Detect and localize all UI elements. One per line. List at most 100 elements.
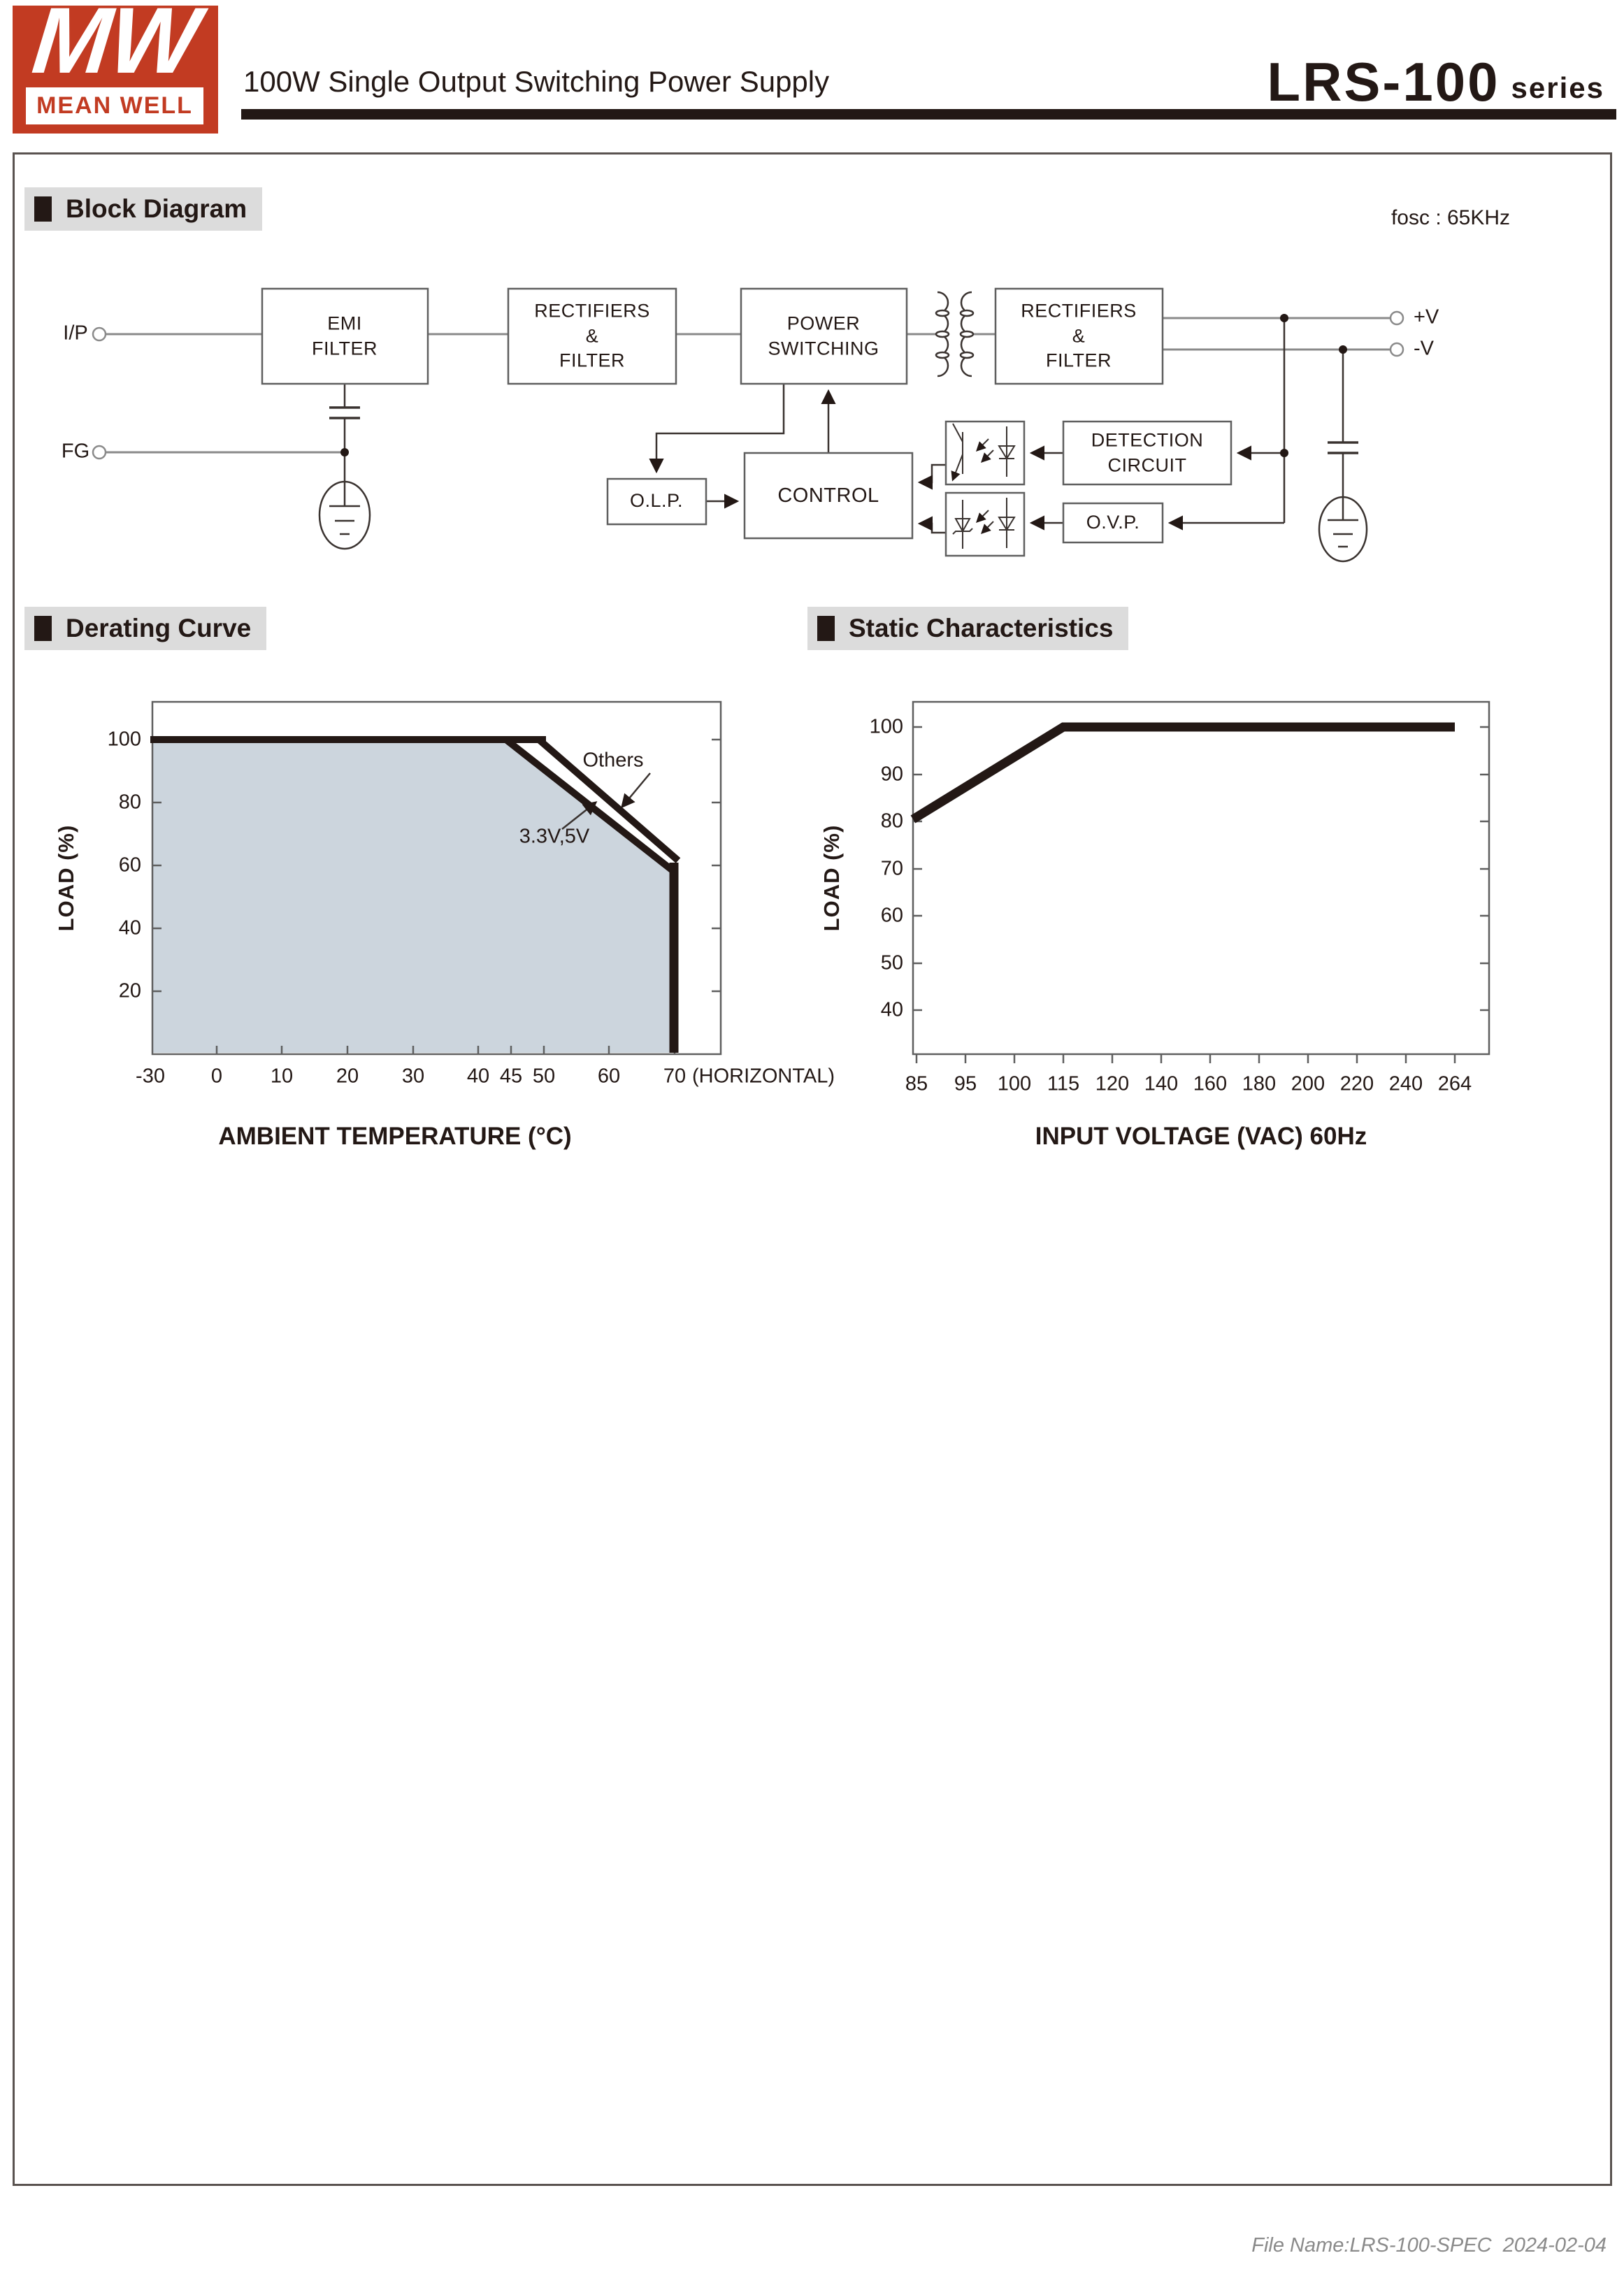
x-tick-label: 50 <box>532 1065 556 1088</box>
derating-y-axis-title: LOAD (%) <box>54 824 78 932</box>
signal-wires <box>106 317 1391 454</box>
emi-filter-box <box>261 287 429 385</box>
transformer-icon <box>935 291 975 377</box>
earth-ground-icon <box>318 480 1368 563</box>
derating-plot-frame <box>151 700 722 1056</box>
section-title: Static Characteristics <box>849 614 1114 642</box>
x-tick-label: 20 <box>336 1065 359 1088</box>
footer-file-info: File Name:LRS-100-SPEC 2024-02-04 <box>1251 2234 1607 2257</box>
power-switching-box <box>740 287 908 385</box>
positive-output-terminal-circle <box>1389 310 1404 326</box>
meanwell-logo-name: MEAN WELL <box>26 87 203 124</box>
optocoupler-2-icon <box>952 498 1016 549</box>
header-divider-bar <box>241 109 1616 120</box>
capacitor-icon <box>329 406 1358 454</box>
square-bullet-icon <box>34 196 52 222</box>
series-suffix: series <box>1511 71 1604 104</box>
olp-label: O.L.P. <box>629 490 684 512</box>
y-tick-label: 50 <box>880 951 903 974</box>
x-tick-label: 45 <box>499 1065 523 1088</box>
x-tick-label: 85 <box>905 1072 928 1095</box>
x-tick-label: 60 <box>597 1065 621 1088</box>
detection-circuit-label: DETECTION CIRCUIT <box>1091 429 1204 475</box>
series-name: LRS-100 <box>1267 51 1500 113</box>
rectifiers-filter-primary-label: RECTIFIERS & FILTER <box>534 300 650 371</box>
y-tick-label: 60 <box>880 904 903 927</box>
y-tick-label: 90 <box>880 763 903 786</box>
series-label-others: Others <box>582 749 644 772</box>
x-tick-label: 100 <box>997 1072 1032 1095</box>
curve-others <box>537 737 681 863</box>
optocoupler-2-box <box>944 491 1026 557</box>
static-plot-frame <box>912 700 1490 1056</box>
x-tick-label: 40 <box>466 1065 490 1088</box>
static-y-axis-title: LOAD (%) <box>819 824 844 932</box>
junction-dots <box>340 314 1347 457</box>
rectifiers-filter-secondary-box <box>994 287 1164 385</box>
rectifiers-filter-primary-box <box>507 287 677 385</box>
annotation-arrows <box>561 772 651 830</box>
section-header-derating: Derating Curve <box>24 607 267 650</box>
y-tick-label: 100 <box>869 715 903 738</box>
x-axis-note: (HORIZONTAL) <box>692 1065 835 1088</box>
y-tick-label: 40 <box>118 916 141 940</box>
static-characteristics-chart <box>910 700 1490 1063</box>
power-switching-label: POWER SWITCHING <box>768 312 879 359</box>
optocoupler-1-icon <box>951 423 1016 482</box>
input-terminal-label: I/P <box>63 322 88 345</box>
section-header-block-diagram: Block Diagram <box>24 187 263 231</box>
derating-area-fill <box>153 743 670 1053</box>
page-title: 100W Single Output Switching Power Suppl… <box>243 65 830 98</box>
y-tick-label: 80 <box>880 809 903 833</box>
olp-box <box>606 477 707 526</box>
x-tick-label: 160 <box>1193 1072 1228 1095</box>
x-tick-label: 95 <box>954 1072 977 1095</box>
x-tick-label: 70 <box>663 1065 687 1088</box>
control-box <box>743 452 914 540</box>
negative-output-terminal-circle <box>1389 342 1404 357</box>
fg-terminal-circle <box>92 445 107 460</box>
control-wires <box>343 318 1344 534</box>
y-tick-label: 40 <box>880 998 903 1021</box>
block-diagram <box>92 287 1404 563</box>
derating-chart <box>150 700 722 1056</box>
y-tick-label: 80 <box>118 791 141 814</box>
x-tick-label: 200 <box>1291 1072 1325 1095</box>
x-tick-label: 120 <box>1095 1072 1130 1095</box>
fosc-label: fosc : 65KHz <box>1391 206 1511 229</box>
section-title: Derating Curve <box>66 614 252 642</box>
x-tick-label: 10 <box>270 1065 294 1088</box>
negative-output-label: -V <box>1414 337 1434 360</box>
square-bullet-icon <box>34 616 52 641</box>
derating-x-axis-title: AMBIENT TEMPERATURE (°C) <box>218 1123 572 1150</box>
square-bullet-icon <box>817 616 835 641</box>
x-tick-label: 180 <box>1242 1072 1277 1095</box>
others-arrow <box>621 772 651 809</box>
terminal-circles <box>92 310 1404 460</box>
detection-circuit-box <box>1062 420 1233 486</box>
static-ticks <box>913 726 1489 1063</box>
y-tick-label: 20 <box>118 979 141 1002</box>
series-title: LRS-100 series <box>1267 42 1604 113</box>
control-label: CONTROL <box>777 484 879 507</box>
emi-filter-label: EMI FILTER <box>311 312 378 359</box>
section-header-static: Static Characteristics <box>807 607 1129 650</box>
x-tick-label: -30 <box>136 1065 165 1088</box>
x-tick-label: 0 <box>210 1065 223 1088</box>
series-label-3v3-5v: 3.3V,5V <box>519 825 590 848</box>
x-tick-label: 220 <box>1339 1072 1374 1095</box>
x-tick-label: 115 <box>1047 1072 1080 1095</box>
3v3-5v-arrow <box>561 801 598 830</box>
section-title: Block Diagram <box>66 194 247 223</box>
input-terminal-circle <box>92 326 107 342</box>
x-tick-label: 140 <box>1144 1072 1179 1095</box>
meanwell-logo: MW MEAN WELL <box>13 0 218 134</box>
fg-terminal-label: FG <box>61 440 90 463</box>
ovp-label: O.V.P. <box>1086 512 1140 533</box>
y-tick-label: 100 <box>107 728 141 751</box>
ovp-box <box>1062 502 1164 544</box>
x-tick-label: 264 <box>1437 1072 1472 1095</box>
static-x-axis-title: INPUT VOLTAGE (VAC) 60Hz <box>1035 1123 1367 1150</box>
y-tick-label: 60 <box>118 854 141 877</box>
